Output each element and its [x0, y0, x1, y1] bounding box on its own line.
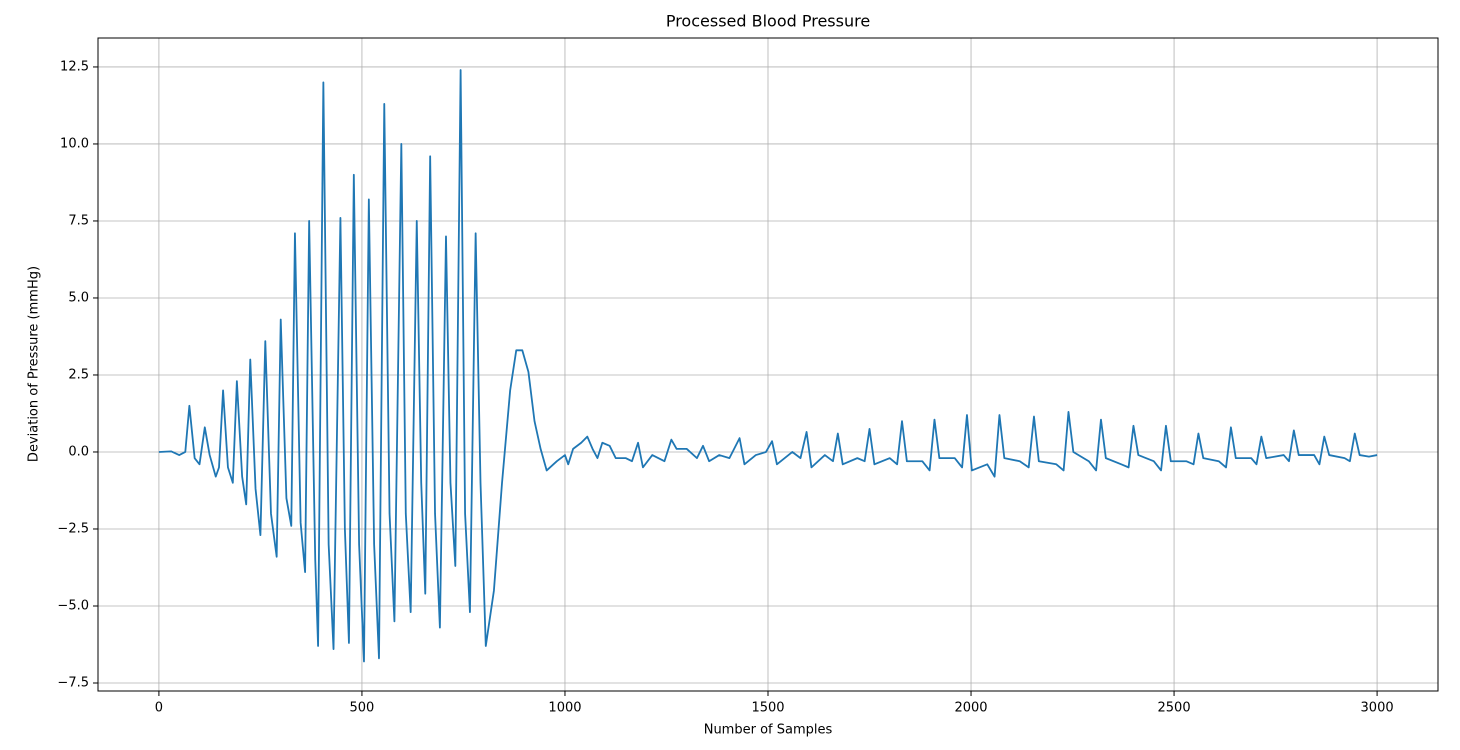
x-tick-label: 3000: [1361, 701, 1394, 716]
plot-frame: [97, 37, 1439, 692]
y-tick-label: 12.5: [60, 59, 89, 74]
y-tick-label: 5.0: [68, 290, 89, 305]
x-axis-label: Number of Samples: [704, 723, 833, 738]
x-tick-label: 1000: [548, 701, 581, 716]
y-tick-label: 10.0: [60, 136, 89, 151]
x-tick-label: 2000: [954, 701, 987, 716]
y-tick-label: −2.5: [57, 521, 89, 536]
y-tick-label: −7.5: [57, 675, 89, 690]
x-tick-label: 0: [155, 701, 163, 716]
x-tick-label: 500: [350, 701, 375, 716]
x-tick-label: 2500: [1158, 701, 1191, 716]
chart-title: Processed Blood Pressure: [666, 12, 870, 31]
y-tick-label: 7.5: [68, 213, 89, 228]
y-tick-label: 0.0: [68, 444, 89, 459]
x-tick-label: 1500: [751, 701, 784, 716]
y-tick-label: −5.0: [57, 598, 89, 613]
data-line: [158, 69, 1378, 663]
y-axis-label: Deviation of Pressure (mmHg): [27, 266, 42, 462]
y-tick-label: 2.5: [68, 367, 89, 382]
